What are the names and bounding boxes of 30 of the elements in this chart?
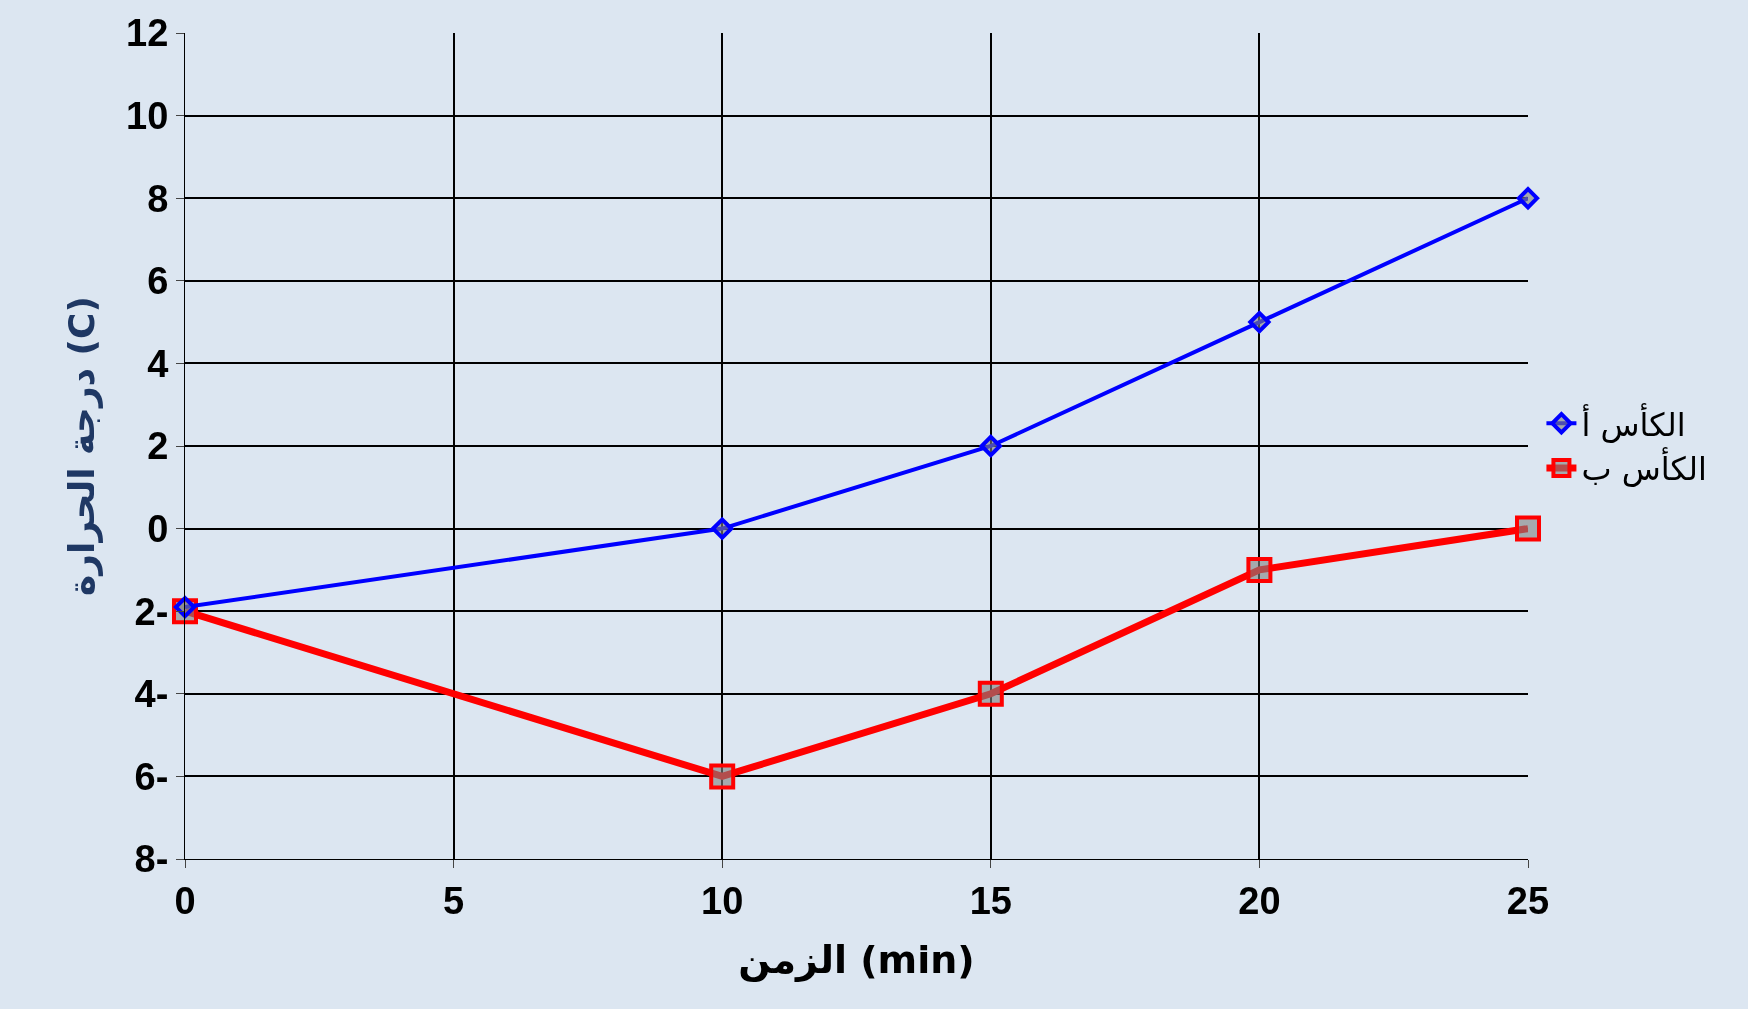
y-tick-label: 6- bbox=[134, 755, 169, 798]
point bbox=[1515, 515, 1541, 542]
y-tick-label: 8- bbox=[134, 838, 169, 881]
legend-label: الكأس ب bbox=[1581, 447, 1707, 489]
point bbox=[711, 517, 734, 540]
x-tick-label: 25 bbox=[1506, 879, 1550, 922]
x-tick-label: 20 bbox=[1238, 879, 1281, 922]
y-tick-label: 6 bbox=[147, 260, 169, 303]
y-axis-title: درجة الحرارة (C) bbox=[61, 296, 104, 596]
y-tick-label: 2- bbox=[134, 590, 169, 633]
x-tick-label: 10 bbox=[701, 879, 744, 922]
point bbox=[1246, 556, 1273, 583]
legend-label: الكأس أ bbox=[1581, 402, 1686, 444]
y-tick-label: 12 bbox=[126, 12, 169, 55]
point bbox=[979, 434, 1002, 458]
point bbox=[1248, 311, 1271, 334]
x-tick-label: 0 bbox=[174, 879, 196, 922]
y-tick-label: 4 bbox=[147, 342, 169, 385]
y-tick-label: 2 bbox=[147, 425, 169, 468]
y-tick-label: 0 bbox=[147, 507, 169, 550]
x-tick-label: 5 bbox=[443, 879, 465, 922]
y-tick-label: 10 bbox=[126, 94, 169, 137]
point bbox=[977, 680, 1004, 707]
x-tick-label: 15 bbox=[969, 879, 1012, 922]
point bbox=[173, 595, 197, 619]
point bbox=[1516, 187, 1540, 210]
y-tick-label: 4- bbox=[134, 673, 169, 716]
x-axis-title: الزمن (min) bbox=[738, 937, 975, 982]
y-tick-label: 8 bbox=[147, 177, 169, 220]
point bbox=[709, 763, 736, 790]
